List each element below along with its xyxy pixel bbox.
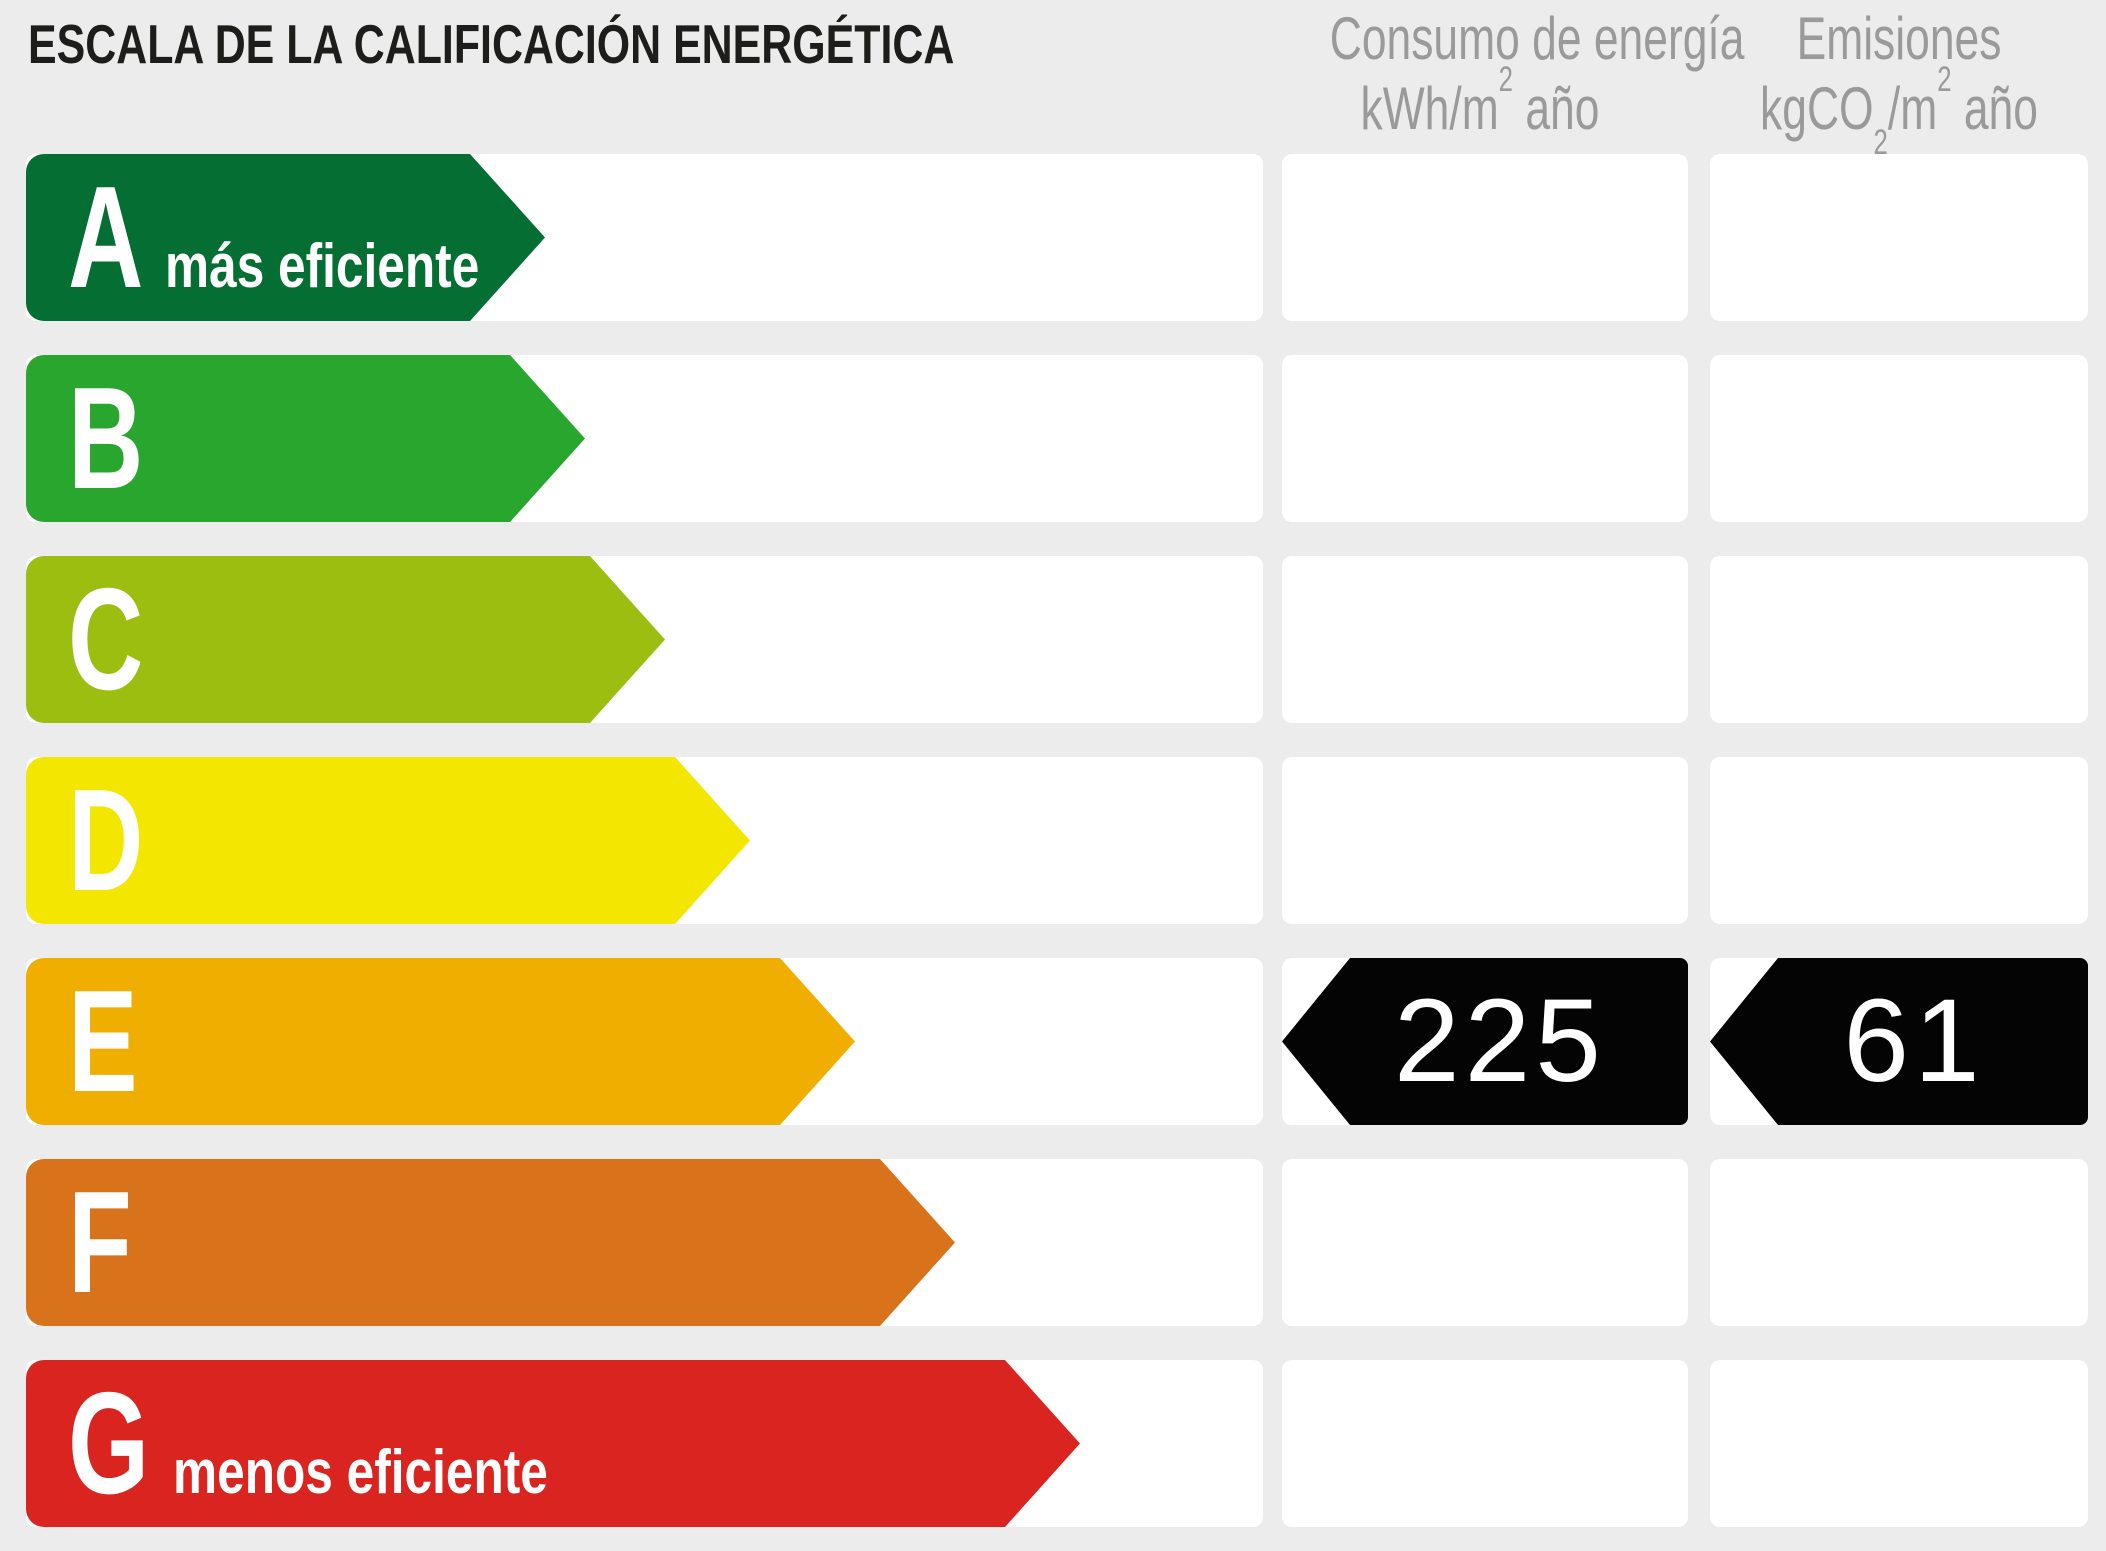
rating-row-d: D: [0, 757, 2106, 924]
consumption-cell: [1282, 355, 1688, 522]
consumption-cell: [1282, 1360, 1688, 1527]
consumption-cell: [1282, 757, 1688, 924]
rating-note: más eficiente: [164, 232, 480, 301]
consumption-cell: [1282, 556, 1688, 723]
emissions-value-marker: 61: [1710, 958, 2088, 1125]
consumption-value: 225: [1394, 975, 1606, 1107]
rating-arrow-c: C: [26, 556, 665, 723]
emissions-cell: [1710, 1159, 2088, 1326]
rating-arrow-f: F: [26, 1159, 955, 1326]
rating-arrow-a: A más eficiente: [26, 154, 545, 321]
rating-letter: A: [68, 156, 144, 318]
rating-letter: B: [68, 357, 144, 519]
emissions-header-unit: kgCO2/m2 año: [1760, 59, 2038, 163]
rating-row-a: A más eficiente: [0, 154, 2106, 321]
rating-row-f: F: [0, 1159, 2106, 1326]
emissions-cell: [1710, 757, 2088, 924]
rating-arrow-g: G menos eficiente: [26, 1360, 1080, 1527]
rating-arrow-d: D: [26, 757, 750, 924]
emissions-column-header: Emisiones kgCO2/m2 año: [1759, 5, 2039, 163]
emissions-cell: [1710, 1360, 2088, 1527]
rating-letter: G: [68, 1362, 150, 1524]
rating-row-c: C: [0, 556, 2106, 723]
consumption-header-title: Consumo de energía: [1329, 5, 1745, 72]
rating-note: menos eficiente: [172, 1438, 548, 1507]
consumption-column-header: Consumo de energía kWh/m2 año: [1329, 5, 1745, 142]
emissions-cell: [1710, 355, 2088, 522]
emissions-cell: [1710, 556, 2088, 723]
rating-letter: D: [68, 759, 144, 921]
consumption-cell: [1282, 154, 1688, 321]
emissions-cell: 61: [1710, 958, 2088, 1125]
consumption-cell: 225: [1282, 958, 1688, 1125]
rating-row-b: B: [0, 355, 2106, 522]
rating-letter: E: [68, 960, 138, 1122]
rating-arrow-b: B: [26, 355, 585, 522]
emissions-cell: [1710, 154, 2088, 321]
rating-arrow-e: E: [26, 958, 855, 1125]
rating-row-g: G menos eficiente: [0, 1360, 2106, 1527]
emissions-header-title: Emisiones: [1796, 5, 2002, 72]
rating-letter: C: [68, 558, 144, 720]
consumption-value-marker: 225: [1282, 958, 1688, 1125]
page-title: ESCALA DE LA CALIFICACIÓN ENERGÉTICA: [28, 13, 955, 75]
emissions-value: 61: [1843, 975, 1985, 1107]
consumption-cell: [1282, 1159, 1688, 1326]
rating-letter: F: [68, 1161, 132, 1323]
rating-row-e: E 225 61: [0, 958, 2106, 1125]
consumption-header-unit: kWh/m2 año: [1360, 59, 1600, 142]
